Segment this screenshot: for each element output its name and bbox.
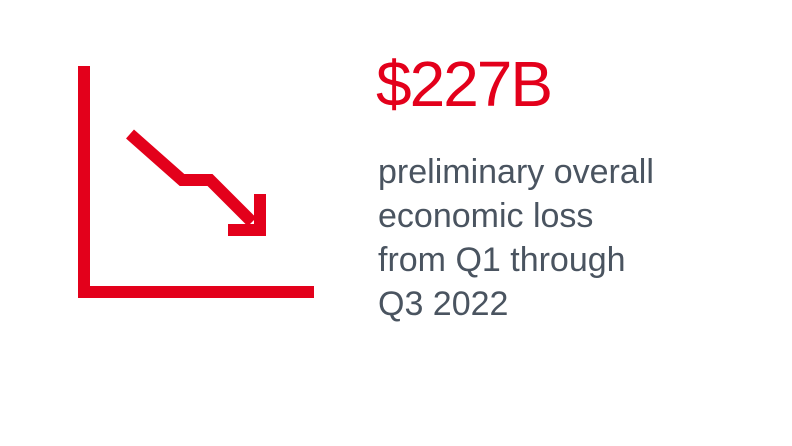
stat-description-line: economic loss (378, 197, 594, 235)
stat-description-line: preliminary overall (378, 153, 654, 191)
trend-arrow-head (228, 194, 266, 236)
stat-value: $227B (376, 48, 553, 120)
trending-down-chart-icon (70, 60, 330, 310)
chart-axes (78, 66, 314, 298)
stat-description-line: from Q1 through (378, 241, 626, 279)
trend-line (126, 129, 257, 227)
stat-description-line: Q3 2022 (378, 285, 509, 323)
stat-description: preliminary overall economic loss from Q… (378, 150, 778, 326)
